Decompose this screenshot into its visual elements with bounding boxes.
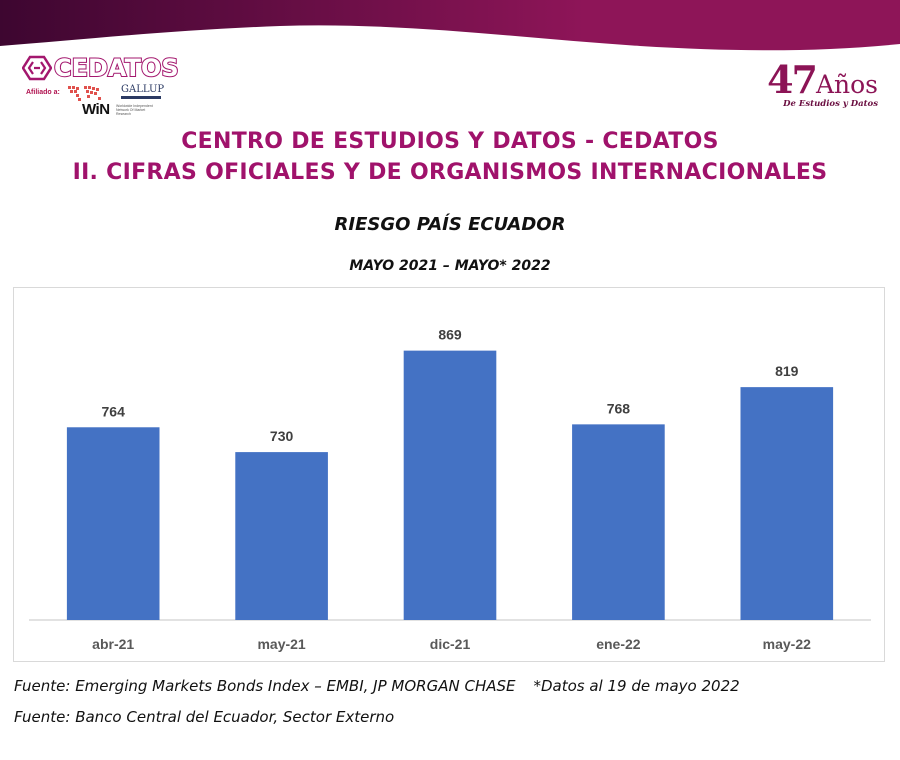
page-title: CENTRO DE ESTUDIOS Y DATOS - CEDATOS [181,129,719,154]
gallup-logo: GALLUP [121,84,165,95]
gallup-international-bar [121,96,161,99]
data-label-may-21: 730 [270,428,294,444]
affiliate-label: Afiliado a: [26,89,60,96]
bar-chart: 764 abr-21 730 may-21 869 dic-21 768 ene-22 819 m… [29,327,871,652]
x-tick-label-may-21: may-21 [257,636,305,652]
anniversary-word: Años [815,70,878,99]
win-tagline: Worldwide Independent Network Of Market … [116,104,153,116]
x-tick-label-abr-21: abr-21 [92,636,134,652]
footer-source-1: Fuente: Emerging Markets Bonds Index – E… [14,677,740,695]
header-band [0,0,900,51]
bar-may-21 [235,452,328,620]
section-title: II. CIFRAS OFICIALES Y DE ORGANISMOS INT… [72,160,828,185]
data-date-note: *Datos al 19 de mayo 2022 [533,677,740,695]
bar-may-22 [740,387,834,620]
data-label-dic-21: 869 [438,327,462,343]
source-embi: Fuente: Emerging Markets Bonds Index – E… [14,677,516,695]
x-tick-label-may-22: may-22 [763,636,811,652]
chart-subtitle: MAYO 2021 – MAYO* 2022 [349,258,551,274]
bar-ene-22 [572,424,665,620]
x-tick-label-ene-22: ene-22 [596,636,641,652]
footer-source-2: Fuente: Banco Central del Ecuador, Secto… [14,708,395,726]
cedatos-emblem-icon [22,55,52,81]
x-tick-label-dic-21: dic-21 [430,636,471,652]
world-map-icon [68,86,101,101]
data-label-ene-22: 768 [607,400,631,416]
data-label-may-22: 819 [775,363,799,379]
anniversary-number: 47 [767,57,818,102]
data-label-abr-21: 764 [102,403,126,419]
chart-container: 764 abr-21 730 may-21 869 dic-21 768 ene-22 819 m… [13,287,885,662]
anniversary-badge: 47Años De Estudios y Datos [767,57,878,110]
cedatos-logo: CEDATOS Afiliado a: GALLUP WiN Worldwide… [22,54,192,125]
cedatos-wordmark: CEDATOS [53,54,180,82]
bar-abr-21 [66,427,160,620]
anniversary-tagline: De Estudios y Datos [783,99,878,109]
bar-dic-21 [403,350,497,620]
chart-title: RIESGO PAÍS ECUADOR [334,214,566,235]
win-logo: WiN [82,101,110,118]
